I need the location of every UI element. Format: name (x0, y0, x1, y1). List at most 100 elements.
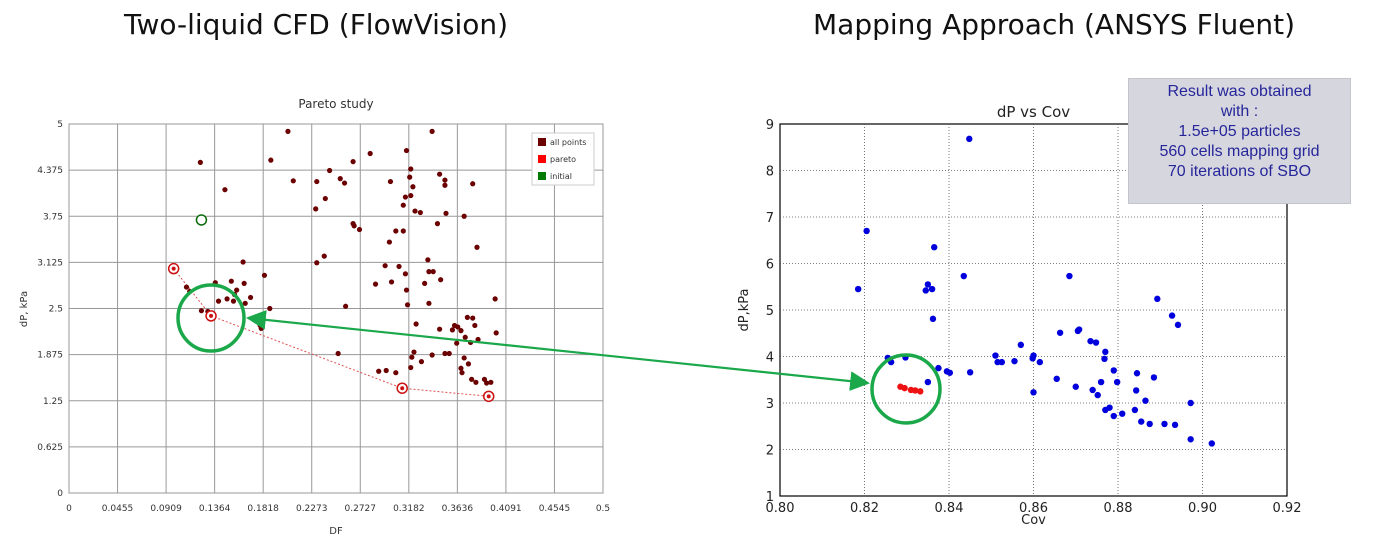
data-point (393, 228, 399, 234)
data-point (1011, 357, 1018, 365)
data-point (425, 257, 431, 263)
legend: all points pareto initial (531, 132, 595, 186)
data-point (402, 271, 409, 277)
data-point (197, 159, 203, 165)
data-point (1138, 418, 1145, 425)
highlight-circle-right (870, 353, 942, 425)
data-point (403, 147, 410, 154)
y-tick-label: 5 (766, 304, 774, 319)
data-point (434, 221, 441, 227)
data-point (241, 280, 247, 287)
data-point (854, 285, 862, 293)
optimal-point (917, 388, 924, 395)
data-point (1094, 391, 1101, 399)
comparison-arrow (246, 310, 870, 391)
data-point (234, 287, 240, 293)
data-point (992, 352, 999, 359)
result-info-box: Result was obtained with : 1.5e+05 parti… (1128, 78, 1351, 204)
x-tick-label: 0.0909 (150, 504, 182, 514)
data-point (473, 379, 479, 385)
legend-label: all points (550, 138, 586, 147)
x-tick-label: 0.84 (935, 501, 964, 516)
x-tick-label: 0.80 (766, 501, 795, 516)
data-point (230, 298, 237, 304)
y-tick-label: 7 (766, 211, 774, 226)
data-point (1154, 295, 1161, 303)
data-point (1087, 337, 1094, 345)
data-point (242, 300, 248, 306)
data-point (1056, 329, 1064, 336)
data-point (430, 269, 436, 275)
x-tick-label: 0.1364 (199, 504, 231, 514)
data-point (335, 350, 341, 357)
data-point (461, 355, 467, 361)
data-point (1150, 374, 1158, 381)
data-point (935, 364, 942, 372)
y-tick-label: 8 (766, 165, 774, 180)
data-point (966, 135, 973, 143)
data-point (1161, 420, 1168, 428)
data-point (458, 328, 464, 334)
pareto-study-chart: 0 0.0455 0.0909 0.1364 0.1818 0.2273 0.2727 0.3… (19, 97, 610, 537)
x-tick-label: 0.86 (1019, 501, 1048, 516)
data-point (1106, 404, 1113, 411)
data-point (422, 280, 428, 287)
data-point (367, 150, 373, 157)
data-point (400, 202, 406, 208)
data-point (462, 334, 468, 340)
data-point (458, 365, 464, 371)
data-point (429, 352, 435, 358)
data-point (1187, 436, 1194, 443)
info-line: 560 cells mapping grid (1159, 143, 1320, 160)
left-heading: Two-liquid CFD (FlowVision) (124, 8, 509, 41)
data-point (240, 259, 246, 265)
data-point (376, 368, 382, 374)
data-point (443, 210, 449, 216)
data-point (224, 296, 230, 302)
data-point (493, 330, 499, 336)
data-point (472, 322, 478, 329)
optimal-point (912, 387, 919, 394)
y-tick-label: 0.625 (37, 443, 63, 453)
data-point (1089, 386, 1096, 394)
data-point (337, 176, 343, 182)
data-point (1110, 412, 1117, 420)
data-point (409, 354, 415, 360)
data-point (438, 277, 444, 283)
x-axis-label: Cov (1021, 513, 1046, 528)
data-point (1097, 378, 1105, 386)
data-point (449, 327, 456, 333)
data-point (222, 187, 228, 193)
data-point (946, 369, 954, 376)
x-tick-label: 0.2727 (345, 504, 377, 514)
data-point (261, 272, 268, 278)
chart-title: dP vs Cov (997, 103, 1070, 121)
data-point (442, 350, 448, 357)
data-point (387, 178, 394, 185)
data-point (408, 364, 414, 371)
data-point (454, 340, 460, 346)
data-point (469, 376, 475, 382)
legend-swatch (538, 155, 546, 163)
annotations (176, 283, 942, 425)
x-tick-label: 0.1818 (247, 504, 279, 514)
data-point (351, 223, 357, 229)
data-point (396, 263, 402, 270)
data-point (183, 284, 190, 290)
data-point (1017, 341, 1025, 349)
data-point (326, 167, 333, 174)
data-point (343, 303, 349, 309)
info-line: with : (1220, 103, 1259, 120)
data-point (426, 300, 432, 306)
data-point (322, 195, 328, 202)
data-point (1072, 383, 1079, 390)
y-tick-label: 2.5 (49, 305, 63, 315)
data-point (1187, 399, 1194, 407)
y-tick-label: 4.375 (37, 166, 63, 176)
data-point (407, 174, 413, 180)
info-line: 70 iterations of SBO (1167, 163, 1312, 180)
data-point (1092, 339, 1100, 346)
pareto-front-line (173, 268, 489, 397)
x-tick-label: 0.3182 (393, 504, 425, 514)
